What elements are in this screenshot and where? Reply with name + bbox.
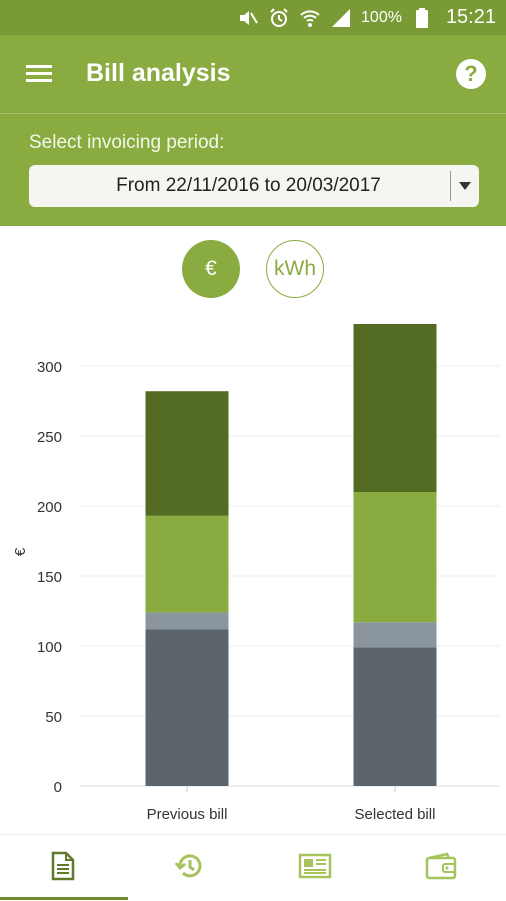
invoice-document-icon [50, 851, 76, 886]
wallet-icon [425, 852, 457, 885]
alarm-icon [268, 7, 290, 29]
bar-segment [353, 647, 437, 786]
y-tick-label: 200 [37, 499, 62, 516]
y-tick-label: 100 [37, 639, 62, 656]
bar-segment [145, 629, 229, 786]
bar-segment [353, 324, 437, 492]
bottom-nav [0, 834, 506, 900]
y-tick-label: 150 [37, 569, 62, 586]
period-label: Select invoicing period: [29, 132, 225, 153]
mute-icon [237, 7, 259, 29]
y-tick-label: 50 [45, 709, 62, 726]
wifi-icon [299, 7, 321, 29]
battery-icon [411, 7, 433, 29]
bar-segment [353, 622, 437, 648]
status-bar: 100% 15:21 [0, 0, 506, 35]
bar-segment [353, 492, 437, 623]
clock: 15:21 [445, 6, 496, 28]
battery-percent: 100% [361, 8, 402, 26]
y-axis-label: € [12, 547, 29, 556]
chevron-down-icon [451, 182, 479, 190]
period-value: From 22/11/2016 to 20/03/2017 [116, 175, 381, 196]
euro-toggle-button[interactable]: € [182, 240, 240, 298]
y-tick-label: 0 [54, 779, 62, 796]
page-title: Bill analysis [86, 59, 231, 87]
help-icon[interactable]: ? [456, 59, 486, 89]
app-bar-divider [0, 113, 506, 114]
bill-chart: 0 50 100 150 200 250 300 € Previous bill Selected… [12, 324, 500, 823]
y-tick-label: 250 [37, 429, 62, 446]
hamburger-menu-icon[interactable] [24, 62, 54, 86]
nav-invoice[interactable] [0, 835, 126, 901]
bar-segment [145, 391, 229, 516]
news-icon [298, 853, 332, 884]
signal-icon [330, 7, 352, 29]
nav-history[interactable] [126, 835, 252, 901]
nav-wallet[interactable] [378, 835, 504, 901]
y-tick-label: 300 [37, 359, 62, 376]
period-panel: Select invoicing period: From 22/11/2016… [0, 114, 506, 226]
bar-segment [145, 612, 229, 630]
x-tick-label: Selected bill [355, 806, 436, 823]
bar-segment [145, 515, 229, 613]
nav-news[interactable] [252, 835, 378, 901]
nav-active-indicator [0, 897, 128, 900]
period-dropdown[interactable]: From 22/11/2016 to 20/03/2017 [29, 165, 479, 207]
app-bar: Bill analysis ? [0, 35, 506, 113]
kwh-toggle-button[interactable]: kWh [266, 240, 324, 298]
x-tick-label: Previous bill [147, 806, 228, 823]
history-icon [174, 851, 204, 886]
dropdown-separator [450, 171, 451, 201]
